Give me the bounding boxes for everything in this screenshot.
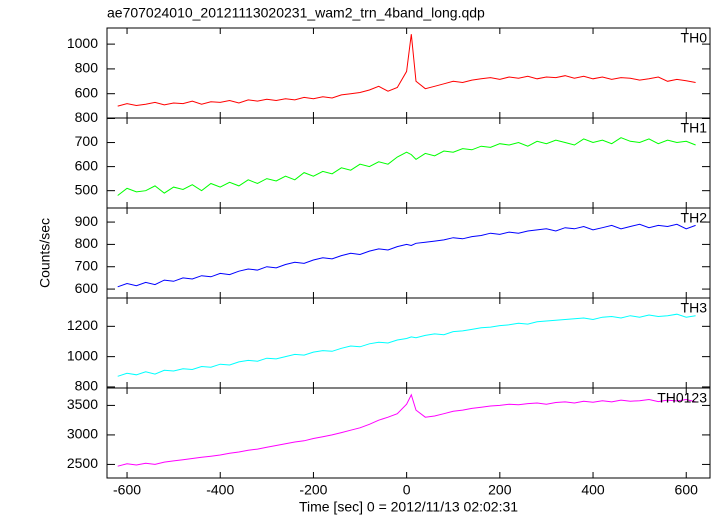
y-tick-label: 2500 [67, 455, 98, 471]
panel-frame [106, 207, 711, 299]
data-line [117, 393, 696, 467]
series-label: TH1 [681, 120, 708, 136]
y-tick-label: 600 [75, 280, 99, 296]
y-tick-label: 1000 [67, 35, 98, 51]
y-tick-label: 700 [75, 257, 99, 273]
series-label: TH2 [681, 210, 708, 226]
panel-frame [106, 387, 711, 479]
x-tick-label: -400 [206, 482, 234, 498]
panel-frame [106, 117, 711, 209]
series-label: TH3 [681, 300, 708, 316]
data-line [117, 223, 696, 288]
y-tick-label: 500 [75, 181, 99, 197]
y-tick-label: 600 [75, 157, 99, 173]
y-tick-label: 3500 [67, 396, 98, 412]
panel-frame [106, 27, 711, 119]
y-tick-label: 800 [75, 235, 99, 251]
y-axis-label: Counts/sec [37, 218, 53, 288]
series-label: TH0 [681, 30, 708, 46]
x-tick-label: 200 [488, 482, 512, 498]
y-tick-label: 1200 [67, 317, 98, 333]
y-tick-label: 700 [75, 133, 99, 149]
x-tick-label: -600 [113, 482, 141, 498]
data-line [117, 34, 696, 107]
y-tick-label: 900 [75, 213, 99, 229]
panel-frame [106, 297, 711, 389]
y-tick-label: 1000 [67, 347, 98, 363]
x-tick-label: 400 [581, 482, 605, 498]
y-tick-label: 800 [75, 109, 99, 125]
data-line [117, 313, 696, 377]
x-tick-label: -200 [299, 482, 327, 498]
x-axis-label: Time [sec] 0 = 2012/11/13 02:02:31 [299, 499, 518, 515]
chart-title: ae707024010_20121113020231_wam2_trn_4ban… [107, 5, 485, 21]
x-tick-label: 0 [403, 482, 411, 498]
y-tick-label: 800 [75, 378, 99, 394]
data-line [117, 137, 696, 196]
series-label: TH0123 [657, 390, 707, 406]
x-tick-label: 600 [675, 482, 699, 498]
y-tick-label: 600 [75, 84, 99, 100]
y-tick-label: 3000 [67, 426, 98, 442]
y-tick-label: 800 [75, 60, 99, 76]
